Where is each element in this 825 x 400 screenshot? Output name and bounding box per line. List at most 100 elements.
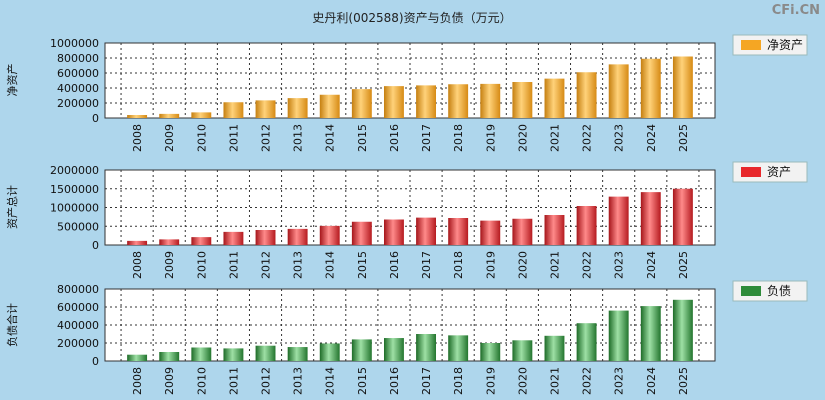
bar bbox=[319, 225, 340, 245]
x-tick-label: 2018 bbox=[452, 367, 465, 395]
x-tick-label: 2012 bbox=[260, 251, 273, 279]
bar bbox=[448, 218, 469, 245]
bar bbox=[287, 98, 308, 118]
bar bbox=[608, 196, 629, 245]
x-tick-label: 2020 bbox=[516, 367, 529, 395]
chart-panel: 0 500000 1000000 1500000 2000000 2008 2009 2010… bbox=[5, 161, 808, 279]
x-tick-label: 2020 bbox=[516, 251, 529, 279]
x-tick-label: 2016 bbox=[388, 251, 401, 279]
legend-label: 资产 bbox=[767, 165, 791, 179]
bar bbox=[640, 192, 661, 245]
x-tick-label: 2023 bbox=[613, 367, 626, 395]
bar bbox=[383, 219, 404, 245]
x-tick-label: 2024 bbox=[645, 124, 658, 152]
x-tick-label: 2015 bbox=[356, 367, 369, 395]
x-tick-label: 2011 bbox=[227, 251, 240, 279]
x-tick-label: 2019 bbox=[484, 251, 497, 279]
bar bbox=[448, 335, 469, 361]
legend-label: 负债 bbox=[767, 284, 791, 298]
bar bbox=[544, 78, 565, 118]
x-tick-label: 2011 bbox=[227, 124, 240, 152]
bar bbox=[480, 83, 501, 118]
bar bbox=[127, 354, 148, 361]
bar bbox=[576, 323, 597, 361]
x-tick-label: 2010 bbox=[195, 367, 208, 395]
x-tick-label: 2008 bbox=[131, 251, 144, 279]
y-tick-label: 600000 bbox=[57, 301, 99, 314]
bar bbox=[608, 64, 629, 118]
x-tick-label: 2012 bbox=[260, 124, 273, 152]
x-tick-label: 2016 bbox=[388, 367, 401, 395]
bar bbox=[223, 102, 244, 118]
bar bbox=[127, 115, 148, 118]
bar bbox=[672, 188, 693, 245]
y-tick-label: 2000000 bbox=[50, 164, 99, 177]
watermark: CFi.CN bbox=[772, 3, 820, 18]
y-tick-label: 0 bbox=[92, 239, 99, 252]
x-tick-label: 2013 bbox=[292, 367, 305, 395]
x-tick-label: 2025 bbox=[677, 251, 690, 279]
x-tick-label: 2012 bbox=[260, 367, 273, 395]
x-tick-label: 2023 bbox=[613, 251, 626, 279]
x-tick-label: 2009 bbox=[163, 124, 176, 152]
chart-panels: 0 200000 400000 600000 800000 1000000 2008 2009… bbox=[5, 34, 808, 395]
bar bbox=[544, 335, 565, 361]
bar bbox=[255, 345, 276, 361]
x-tick-label: 2013 bbox=[292, 124, 305, 152]
x-tick-label: 2021 bbox=[548, 251, 561, 279]
x-tick-label: 2008 bbox=[131, 367, 144, 395]
x-tick-label: 2017 bbox=[420, 124, 433, 152]
bar bbox=[223, 348, 244, 361]
bar bbox=[383, 86, 404, 118]
bar bbox=[608, 310, 629, 361]
legend-swatch bbox=[741, 286, 761, 296]
y-tick-label: 500000 bbox=[57, 220, 99, 233]
bar bbox=[416, 217, 437, 245]
bar bbox=[544, 215, 565, 245]
bar bbox=[255, 100, 276, 118]
bar bbox=[512, 218, 533, 245]
bar bbox=[351, 221, 372, 245]
x-tick-label: 2025 bbox=[677, 124, 690, 152]
bar bbox=[480, 220, 501, 245]
x-tick-label: 2013 bbox=[292, 251, 305, 279]
x-tick-label: 2023 bbox=[613, 124, 626, 152]
bar bbox=[351, 89, 372, 118]
x-tick-label: 2015 bbox=[356, 251, 369, 279]
x-tick-label: 2016 bbox=[388, 124, 401, 152]
x-tick-label: 2018 bbox=[452, 251, 465, 279]
y-tick-label: 200000 bbox=[57, 337, 99, 350]
chart-panel: 0 200000 400000 600000 800000 1000000 2008 2009… bbox=[5, 34, 808, 152]
bar bbox=[512, 340, 533, 361]
bar bbox=[223, 231, 244, 245]
bar bbox=[672, 299, 693, 361]
x-tick-label: 2017 bbox=[420, 251, 433, 279]
bar bbox=[512, 82, 533, 118]
bar bbox=[448, 84, 469, 118]
x-tick-label: 2019 bbox=[484, 367, 497, 395]
bar bbox=[191, 347, 212, 361]
legend-label: 净资产 bbox=[767, 38, 803, 52]
x-tick-label: 2014 bbox=[324, 124, 337, 152]
bar bbox=[576, 206, 597, 245]
y-axis-label: 净资产 bbox=[5, 64, 19, 97]
x-tick-label: 2017 bbox=[420, 367, 433, 395]
x-tick-label: 2022 bbox=[581, 124, 594, 152]
y-tick-label: 400000 bbox=[57, 319, 99, 332]
x-tick-label: 2009 bbox=[163, 367, 176, 395]
x-tick-label: 2019 bbox=[484, 124, 497, 152]
chart-panel: 0 200000 400000 600000 800000 2008 2009 2010 201… bbox=[5, 280, 808, 395]
bar bbox=[383, 338, 404, 361]
bar bbox=[416, 85, 437, 118]
x-tick-label: 2020 bbox=[516, 124, 529, 152]
bar bbox=[159, 352, 180, 361]
x-tick-label: 2014 bbox=[324, 367, 337, 395]
bar bbox=[319, 343, 340, 361]
x-tick-label: 2010 bbox=[195, 124, 208, 152]
bar bbox=[319, 94, 340, 118]
bar bbox=[191, 112, 212, 118]
bar bbox=[127, 240, 148, 245]
bar bbox=[159, 113, 180, 118]
legend-swatch bbox=[741, 40, 761, 50]
